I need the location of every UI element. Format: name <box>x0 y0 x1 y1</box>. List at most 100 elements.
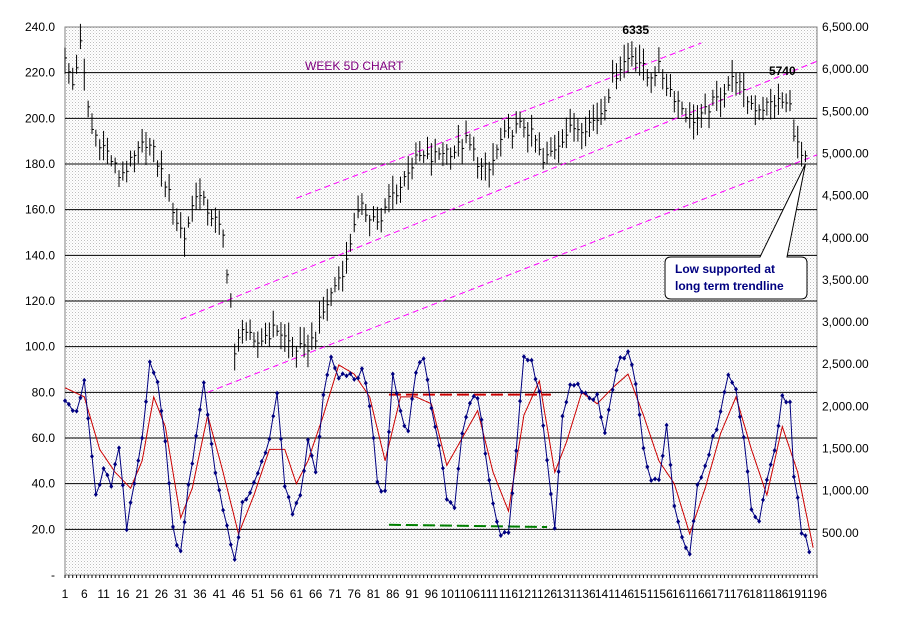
oscillator-point <box>359 366 364 372</box>
oscillator-point <box>587 395 592 401</box>
oscillator-point <box>683 545 688 551</box>
oscillator-point <box>367 403 372 409</box>
oscillator-point <box>305 437 310 443</box>
oscillator-point <box>163 438 168 444</box>
x-axis-tick-label: 1 <box>62 587 69 601</box>
oscillator-point <box>680 534 685 540</box>
left-axis-tick-label: 200.0 <box>25 111 55 125</box>
x-axis-tick-label: 111 <box>480 587 499 601</box>
oscillator-point <box>302 468 307 474</box>
oscillator-point <box>120 482 125 488</box>
oscillator-point <box>518 398 523 404</box>
x-axis-tick-label: 81 <box>367 587 381 601</box>
oscillator-point <box>66 401 71 407</box>
oscillator-point <box>525 357 530 363</box>
oscillator-point <box>691 518 696 524</box>
oscillator-point <box>313 469 318 475</box>
oscillator-point <box>89 453 94 459</box>
oscillator-point <box>394 390 399 396</box>
right-axis-tick-label: 5,500.00 <box>822 104 869 118</box>
oscillator-point <box>325 372 330 378</box>
oscillator-point <box>506 530 511 536</box>
oscillator-point <box>614 367 619 373</box>
oscillator-point <box>599 414 604 420</box>
oscillator-point <box>236 534 241 540</box>
oscillator-point <box>201 380 206 386</box>
oscillator-point <box>498 533 503 539</box>
oscillator-point <box>224 523 229 529</box>
oscillator-point <box>221 507 226 513</box>
oscillator-point <box>741 434 746 440</box>
oscillator-point <box>147 359 152 365</box>
oscillator-point <box>467 400 472 406</box>
right-axis-tick-label: 4,500.00 <box>822 189 869 203</box>
x-axis-tick-label: 176 <box>730 587 750 601</box>
oscillator-point <box>548 491 553 497</box>
right-axis-tick-label: 4,000.00 <box>822 231 869 245</box>
oscillator-point <box>564 399 569 405</box>
oscillator-point <box>749 506 754 512</box>
x-axis-tick-label: 91 <box>405 587 419 601</box>
left-axis-tick-label: 140.0 <box>25 248 55 262</box>
x-axis-tick-label: 56 <box>270 587 284 601</box>
oscillator-point <box>699 474 704 480</box>
oscillator-point <box>703 463 708 469</box>
oscillator-point <box>649 477 654 483</box>
oscillator-point <box>263 450 268 456</box>
right-axis-tick-label: 6,000.00 <box>822 62 869 76</box>
oscillator-point <box>510 490 515 496</box>
oscillator-point <box>259 458 264 464</box>
oscillator-point <box>784 399 789 405</box>
oscillator-point <box>726 372 731 378</box>
x-axis-tick-label: 51 <box>251 587 265 601</box>
oscillator-point <box>186 482 191 488</box>
x-axis-tick-label: 11 <box>97 587 110 601</box>
oscillator-point <box>205 412 210 418</box>
oscillator-point <box>734 386 739 392</box>
x-axis-tick-label: 151 <box>633 587 653 601</box>
oscillator-point <box>321 392 326 398</box>
left-axis-tick-label: 240.0 <box>25 20 55 34</box>
x-axis-tick-label: 16 <box>116 587 130 601</box>
oscillator-point <box>433 424 438 430</box>
peak-label: 6335 <box>622 23 649 37</box>
chart-title: WEEK 5D CHART <box>305 59 404 73</box>
right-axis-tick-label: 5,000.00 <box>822 146 869 160</box>
oscillator-point <box>660 453 665 459</box>
trendline <box>180 60 818 320</box>
x-axis-tick-label: 126 <box>537 587 557 601</box>
oscillator-point <box>294 500 299 506</box>
x-axis-tick-label: 196 <box>807 587 827 601</box>
oscillator-point <box>332 365 337 371</box>
oscillator-point <box>386 429 391 435</box>
oscillator-point <box>529 357 534 363</box>
oscillator-point <box>537 389 542 395</box>
oscillator-point <box>190 461 195 467</box>
oscillator-point <box>572 382 577 388</box>
oscillator-point <box>290 511 295 517</box>
x-axis-tick-label: 171 <box>711 587 731 601</box>
oscillator-point <box>159 408 164 414</box>
oscillator-point <box>421 356 426 362</box>
x-axis-tick-label: 141 <box>595 587 615 601</box>
oscillator-point <box>375 479 380 485</box>
x-axis-tick-label: 181 <box>749 587 769 601</box>
oscillator-point <box>626 349 631 355</box>
oscillator-point <box>232 557 237 563</box>
callout: Low supported at long term trendline <box>664 163 808 300</box>
x-axis-tick-label: 41 <box>213 587 227 601</box>
oscillator-point <box>502 529 507 535</box>
oscillator-point <box>521 354 526 360</box>
oscillator-point <box>371 435 376 441</box>
oscillator-point <box>791 474 796 480</box>
oscillator-point <box>618 355 623 361</box>
oscillator-point <box>251 479 256 485</box>
oscillator-point <box>116 445 121 451</box>
oscillator-point <box>278 436 283 442</box>
oscillator-point <box>718 409 723 415</box>
x-axis-tick-label: 121 <box>518 587 538 601</box>
oscillator-point <box>776 423 781 429</box>
oscillator-point <box>105 472 110 478</box>
x-axis-tick-label: 31 <box>174 587 188 601</box>
